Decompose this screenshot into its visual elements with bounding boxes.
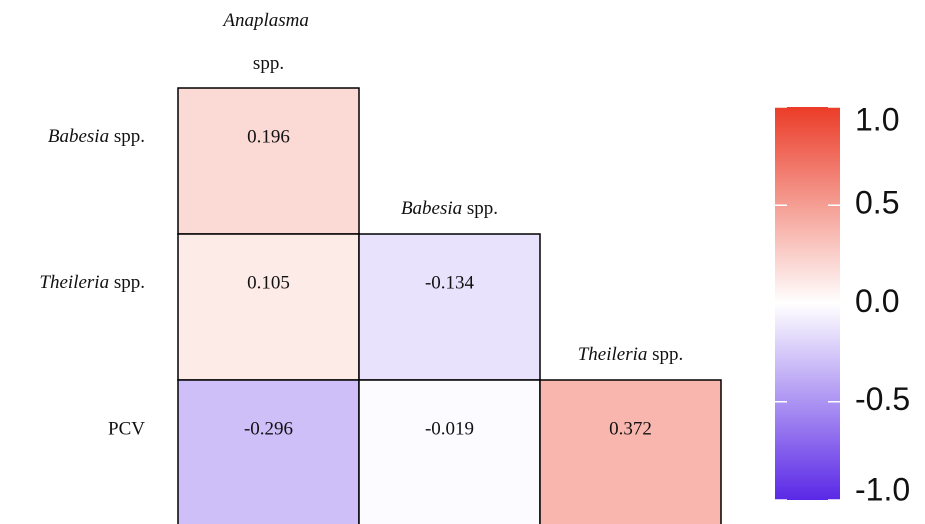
- cell: [177, 87, 360, 235]
- row-label: Theileria spp.: [39, 272, 145, 293]
- cell-label: -0.019: [425, 418, 474, 439]
- colorbar-label: 0.0: [855, 283, 899, 319]
- cell-label: -0.134: [425, 272, 475, 293]
- genus: Anaplasma: [221, 10, 313, 31]
- colorbar-label: -1.0: [855, 471, 910, 507]
- colorbar-label: 1.0: [855, 101, 899, 137]
- cell: [539, 379, 722, 524]
- column-label: Theileria spp.: [578, 344, 684, 365]
- cell-label: 0.372: [609, 418, 652, 439]
- species: spp.: [253, 53, 284, 74]
- cell: [177, 233, 360, 381]
- genus: Babesia: [401, 198, 462, 219]
- cell-label: 0.196: [247, 126, 290, 147]
- cell-label: -0.296: [244, 418, 293, 439]
- species: spp.: [109, 272, 145, 293]
- row-label: Babesia spp.: [48, 126, 145, 147]
- column-label: Babesia spp.: [401, 198, 498, 219]
- species: spp.: [647, 344, 683, 365]
- colorbar-label: 0.5: [855, 185, 899, 221]
- species: spp.: [109, 126, 145, 147]
- row-label: PCV: [108, 418, 145, 439]
- cell: [358, 233, 541, 381]
- cell: [358, 379, 541, 524]
- species: spp.: [462, 198, 498, 219]
- genus: Theileria: [578, 344, 648, 365]
- genus: Babesia: [48, 126, 109, 147]
- colorbar-label: -0.5: [855, 381, 910, 417]
- cell-label: 0.105: [247, 272, 290, 293]
- column-label: Anaplasma spp.: [221, 10, 313, 74]
- cell: [177, 379, 360, 524]
- genus: Theileria: [39, 272, 109, 293]
